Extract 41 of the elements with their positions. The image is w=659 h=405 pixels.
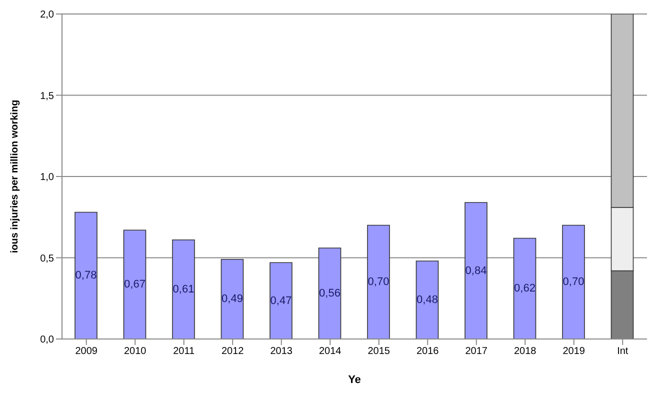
x-tick-label: 2016 [416,346,440,358]
bar [416,260,439,339]
bar [464,202,488,339]
data-label: 0,78 [75,270,97,282]
data-label: 0,47 [270,294,292,307]
data-label: 0,67 [124,278,146,291]
x-tick-label: 2017 [465,346,488,358]
data-label: 0,70 [368,276,390,288]
data-label: 0,49 [222,293,243,306]
x-tick-label: 2009 [75,346,98,358]
x-tick-label: 2019 [562,346,586,358]
y-tick-label: 1,5 [40,90,54,102]
bar [270,262,292,339]
bar [562,224,585,339]
bar [513,238,536,339]
bar [367,224,390,339]
y-tick-label: 2,0 [40,10,54,21]
x-tick-label: 2014 [319,346,342,358]
x-axis-title: Ye [348,374,361,386]
x-tick-label: 2013 [270,346,293,358]
data-label: 0,70 [562,276,584,288]
x-tick-label: 2010 [124,346,147,358]
y-axis-title: ious injuries per million working [10,100,21,254]
y-tick-label: 0,5 [40,253,54,264]
y-tick-label: 1,0 [40,172,54,184]
data-label: 0,61 [172,283,194,296]
data-label: 0,56 [319,288,340,300]
data-label: 0,48 [416,294,438,306]
bar [74,212,98,339]
x-tick-label: 2015 [368,346,390,358]
data-label: 0,62 [514,282,536,295]
data-label: 0,84 [465,264,487,277]
bar [172,239,195,339]
x-tick-label: 2011 [173,346,196,358]
x-tick-label: 2018 [514,346,537,358]
y-tick-label: 0,0 [40,334,54,346]
bar [318,248,342,339]
x-tick-label: 2012 [222,346,244,358]
bar [123,230,146,339]
bar [220,258,244,339]
x-tick-label: Int [617,346,628,358]
